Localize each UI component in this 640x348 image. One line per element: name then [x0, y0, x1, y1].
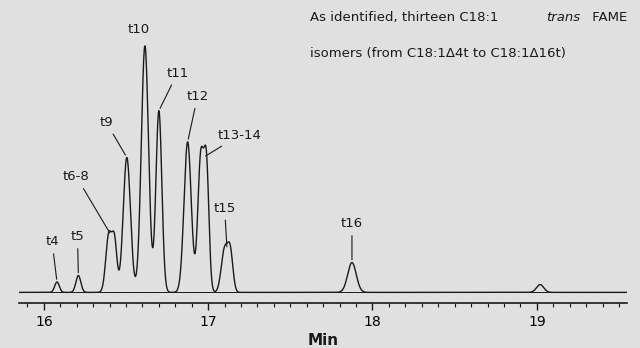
Text: t15: t15 [214, 201, 236, 247]
Text: As identified, thirteen C18:1: As identified, thirteen C18:1 [310, 11, 502, 24]
Text: isomers (from C18:1Δ4t to C18:1Δ16t): isomers (from C18:1Δ4t to C18:1Δ16t) [310, 47, 566, 60]
Text: t12: t12 [186, 90, 209, 139]
Text: trans: trans [546, 11, 580, 24]
Text: t9: t9 [99, 116, 125, 155]
Text: FAME: FAME [588, 11, 627, 24]
X-axis label: Min: Min [308, 333, 339, 348]
Text: t5: t5 [70, 230, 84, 273]
Text: t13-14: t13-14 [205, 129, 261, 156]
Text: t16: t16 [341, 217, 363, 260]
Text: t11: t11 [160, 66, 189, 108]
Text: t4: t4 [45, 235, 59, 279]
Text: t6-8: t6-8 [63, 171, 110, 233]
Text: t10: t10 [127, 23, 149, 35]
